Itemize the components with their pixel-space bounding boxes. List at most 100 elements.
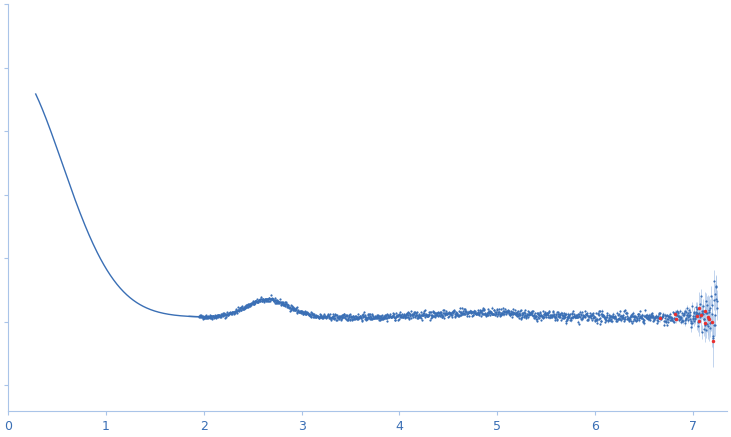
Point [664, 312, 675, 319]
Point [531, 312, 542, 319]
Point [299, 311, 311, 318]
Point [299, 308, 311, 315]
Point [640, 307, 651, 314]
Point [493, 305, 505, 312]
Point [589, 317, 601, 324]
Point [408, 311, 420, 318]
Point [548, 312, 559, 319]
Point [547, 308, 558, 315]
Point [643, 316, 654, 323]
Point [300, 310, 311, 317]
Point [640, 312, 652, 319]
Point [406, 311, 418, 318]
Point [524, 310, 536, 317]
Point [219, 310, 231, 317]
Point [348, 315, 360, 322]
Point [309, 313, 321, 320]
Point [629, 316, 641, 323]
Point [329, 312, 341, 319]
Point [453, 312, 465, 319]
Point [504, 309, 516, 316]
Point [477, 310, 489, 317]
Point [510, 310, 522, 317]
Point [279, 298, 290, 305]
Point [517, 309, 529, 316]
Point [613, 315, 624, 322]
Point [692, 311, 704, 318]
Point [528, 312, 539, 319]
Point [426, 312, 438, 319]
Point [700, 310, 712, 317]
Point [652, 317, 664, 324]
Point [708, 277, 720, 284]
Point [197, 315, 209, 322]
Point [657, 310, 669, 317]
Point [632, 311, 644, 318]
Point [464, 308, 476, 315]
Point [222, 311, 234, 318]
Point [210, 315, 221, 322]
Point [579, 313, 591, 320]
Point [512, 310, 523, 317]
Point [252, 298, 264, 305]
Point [292, 307, 304, 314]
Point [588, 314, 600, 321]
Point [484, 312, 496, 319]
Point [590, 316, 602, 323]
Point [485, 309, 496, 316]
Point [623, 316, 635, 323]
Point [352, 313, 364, 320]
Point [711, 283, 722, 290]
Point [675, 313, 686, 320]
Point [692, 323, 703, 330]
Point [304, 312, 316, 319]
Point [693, 318, 705, 325]
Point [512, 313, 523, 320]
Point [434, 309, 446, 316]
Point [406, 312, 417, 319]
Point [664, 316, 676, 323]
Point [387, 311, 399, 318]
Point [285, 306, 297, 313]
Point [298, 309, 309, 316]
Point [341, 312, 353, 319]
Point [233, 308, 245, 315]
Point [444, 310, 455, 317]
Point [550, 312, 561, 319]
Point [635, 313, 646, 320]
Point [245, 300, 257, 307]
Point [550, 314, 562, 321]
Point [548, 311, 560, 318]
Point [252, 298, 264, 305]
Point [404, 309, 415, 316]
Point [533, 312, 545, 319]
Point [528, 315, 539, 322]
Point [618, 317, 630, 324]
Point [224, 309, 236, 316]
Point [294, 309, 306, 316]
Point [493, 309, 504, 316]
Point [238, 304, 250, 311]
Point [542, 310, 553, 317]
Point [404, 312, 416, 319]
Point [286, 304, 298, 311]
Point [584, 312, 596, 319]
Point [645, 314, 656, 321]
Point [231, 308, 243, 315]
Point [380, 312, 392, 319]
Point [591, 317, 603, 324]
Point [527, 313, 539, 320]
Point [605, 315, 617, 322]
Point [385, 312, 396, 319]
Point [668, 314, 680, 321]
Point [315, 313, 327, 320]
Point [222, 311, 234, 318]
Point [417, 316, 428, 323]
Point [366, 310, 378, 317]
Point [273, 298, 284, 305]
Point [628, 312, 640, 319]
Point [601, 316, 613, 323]
Point [493, 309, 504, 316]
Point [655, 316, 667, 323]
Point [244, 300, 256, 307]
